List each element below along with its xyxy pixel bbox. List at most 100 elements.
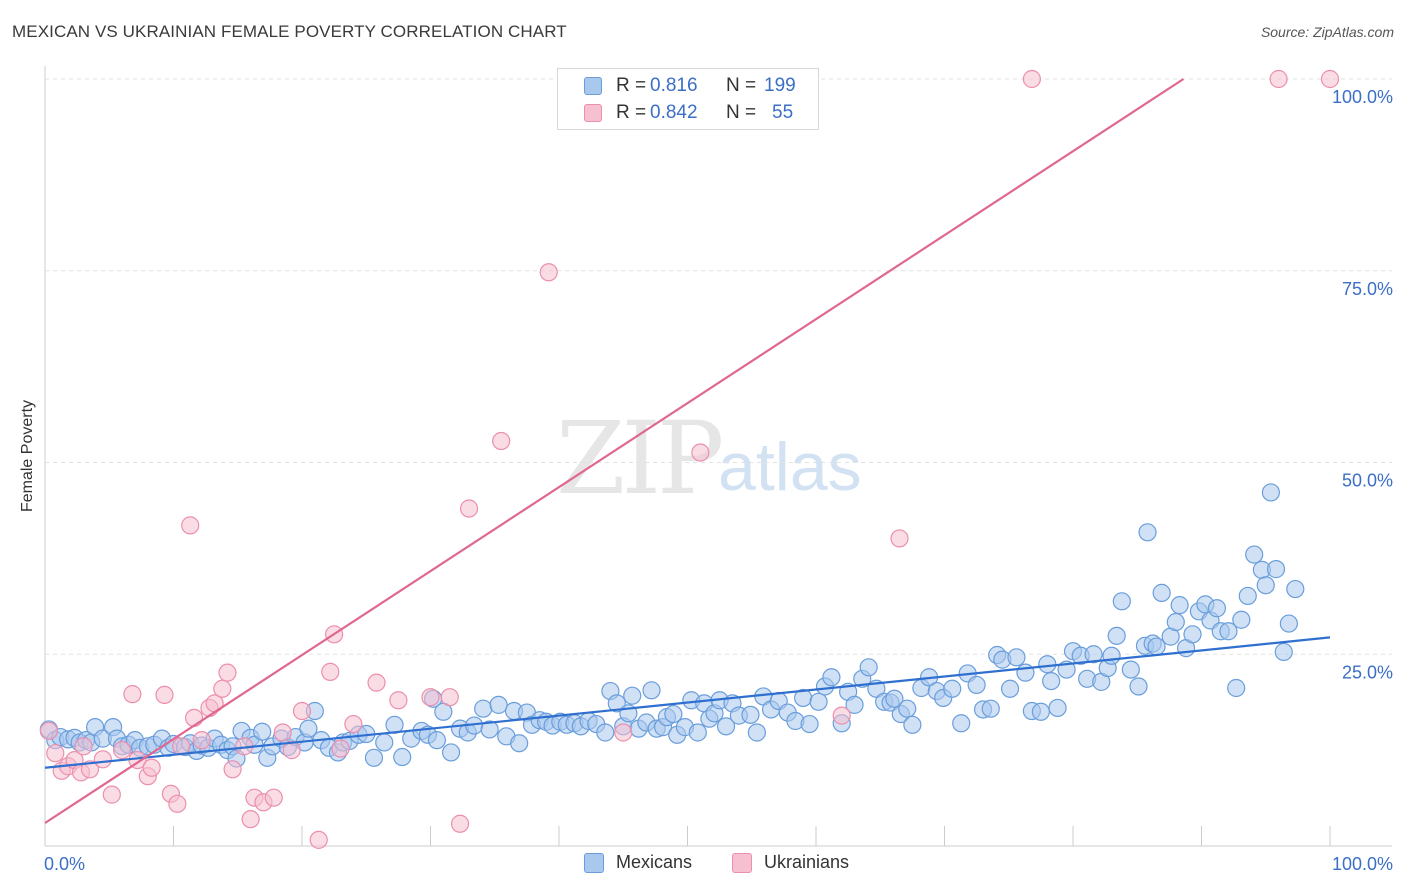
ukrainians-point <box>539 263 558 282</box>
ukrainians-point <box>282 741 301 760</box>
ukrainians-swatch <box>732 853 752 873</box>
mexicans-point <box>1152 583 1171 602</box>
ukrainians-point <box>218 663 237 682</box>
ukrainians-point <box>241 810 260 829</box>
ukrainians-point <box>213 679 232 698</box>
mexicans-point <box>489 695 508 714</box>
ukrainians-point <box>168 794 187 813</box>
mexicans-point <box>688 723 707 742</box>
ukrainians-point <box>309 830 328 849</box>
mexicans-point <box>1166 612 1185 632</box>
mexicans-point <box>1207 599 1227 618</box>
ukrainians-point <box>181 516 200 535</box>
ukrainians-point <box>344 714 363 734</box>
ukrainians-point <box>691 443 710 462</box>
mexicans-point <box>967 675 986 695</box>
y-tick-label: 25.0% <box>1342 662 1393 682</box>
ukrainians-point <box>155 685 174 705</box>
ukrainians-point <box>39 721 58 741</box>
mexicans-point <box>664 704 683 724</box>
y-axis-label: Female Poverty <box>19 399 36 513</box>
mexicans-point <box>1112 592 1131 611</box>
mexicans-point <box>1261 483 1280 502</box>
mexicans-point <box>1232 610 1251 629</box>
mexicans-point <box>800 714 819 734</box>
mexicans-point <box>1238 586 1257 606</box>
mexicans-point <box>1102 646 1121 665</box>
ukrainians-point <box>80 760 100 779</box>
mexicans-point <box>1129 677 1148 696</box>
mexicans-point <box>1266 560 1286 579</box>
legend-row-ukrainians: R = 0.842 N = 55 <box>558 100 818 128</box>
mexicans-point <box>1170 596 1189 615</box>
mexicans-point <box>1107 626 1126 645</box>
mexicans-point <box>1038 655 1057 674</box>
mexicans-point <box>1138 523 1157 542</box>
ukrainians-point <box>492 431 511 451</box>
ukrainians-point <box>1022 69 1041 89</box>
legend-row-mexicans: R = 0.816 N = 199 <box>558 73 818 101</box>
x-tick-label: 100.0% <box>1332 854 1393 874</box>
ukrainians-label: Ukrainians <box>764 852 850 872</box>
ukrainians-point <box>112 741 132 760</box>
n-value: 55 <box>772 102 794 123</box>
n-label: N = <box>726 75 757 96</box>
mexicans-point <box>943 679 962 698</box>
ukrainians-point <box>1320 69 1340 89</box>
mexicans-point <box>510 734 529 753</box>
ukrainians-point <box>102 785 121 804</box>
mexicans-point <box>898 699 917 718</box>
mexicans-point <box>981 699 1000 718</box>
ukrainians-point <box>46 744 65 763</box>
mexicans-label: Mexicans <box>616 852 693 872</box>
mexicans-point <box>1256 576 1275 595</box>
mexicans-point <box>1183 625 1202 644</box>
mexicans-point <box>393 747 412 767</box>
ukrainians-point <box>292 701 312 721</box>
mexicans-point <box>1245 545 1264 564</box>
mexicans-point <box>809 692 828 711</box>
mexicans-point <box>299 719 318 738</box>
mexicans-point <box>1084 645 1103 664</box>
ukrainians-point <box>440 688 459 707</box>
mexicans-point <box>1042 671 1061 691</box>
source-credit[interactable]: Source: ZipAtlas.com <box>1260 24 1394 40</box>
mexicans-point <box>474 699 493 718</box>
mexicans-point <box>607 694 626 713</box>
mexicans-point <box>1031 702 1050 721</box>
mexicans-point <box>822 668 841 687</box>
ukrainians-point <box>890 529 909 548</box>
ukrainians-point <box>184 708 204 728</box>
ukrainians-point <box>832 706 851 725</box>
ukrainians-point <box>264 788 283 807</box>
y-tick-label: 75.0% <box>1342 279 1393 299</box>
mexicans-point <box>747 723 766 742</box>
y-tick-label: 100.0% <box>1332 87 1393 107</box>
mexicans-point <box>1286 579 1305 599</box>
ukrainians-point <box>321 662 340 681</box>
ukrainians-point <box>223 760 242 779</box>
ukrainians-point <box>389 691 408 710</box>
mexicans-point <box>845 695 864 714</box>
y-tick-label: 50.0% <box>1342 471 1393 491</box>
mexicans-point <box>1279 614 1298 633</box>
mexicans-point <box>623 686 642 705</box>
mexicans-swatch <box>584 853 604 873</box>
ukrainians-point <box>123 685 142 704</box>
ukrainians-point <box>93 750 112 769</box>
mexicans-swatch <box>584 77 602 95</box>
mexicans-point <box>1147 637 1166 656</box>
mexicans-point <box>1227 678 1246 698</box>
mexicans-point <box>364 748 384 767</box>
mexicans-point <box>253 722 272 741</box>
stats-legend: R = 0.816 N = 199 R = 0.842 N = 55 <box>557 68 819 130</box>
mexicans-point <box>480 720 499 739</box>
ukrainians-point <box>450 814 470 833</box>
chart-title: MEXICAN VS UKRAINIAN FEMALE POVERTY CORR… <box>12 22 567 41</box>
mexicans-point <box>859 658 878 677</box>
n-label: N = <box>726 102 757 123</box>
mexicans-point <box>741 705 760 724</box>
ukrainians-point <box>192 731 211 750</box>
ukrainians-point <box>421 688 440 707</box>
